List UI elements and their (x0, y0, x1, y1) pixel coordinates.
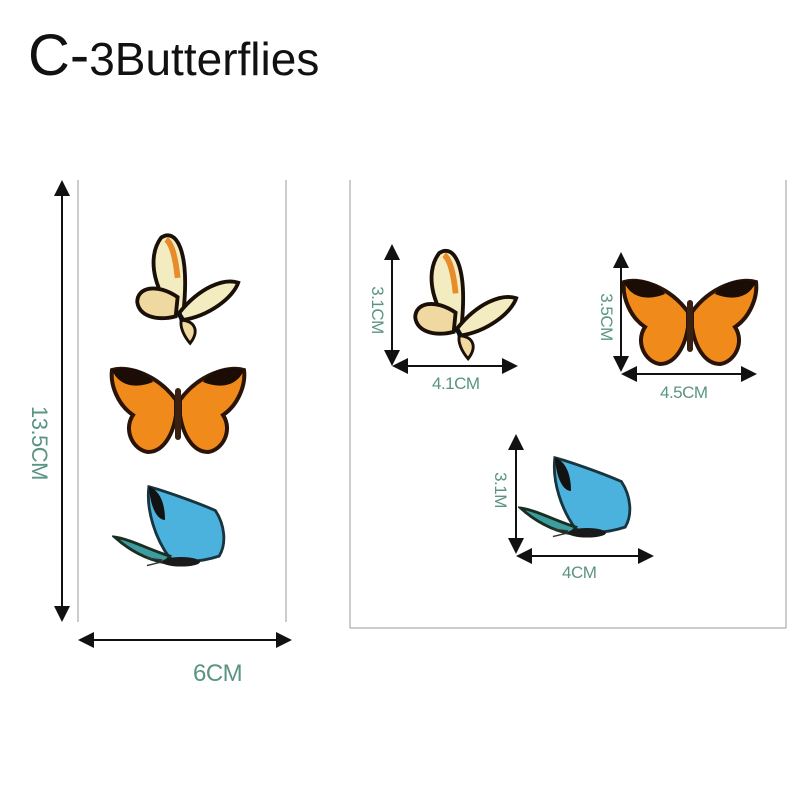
sheet-height-label: 13.5CM (27, 405, 53, 481)
b1-height-label: 3.1CM (367, 286, 387, 334)
b3-height-label: 3.1M (490, 472, 510, 508)
sheet-width-label: 6CM (193, 660, 243, 687)
b2-height-label: 3.5CM (596, 293, 616, 341)
title-prefix: C- (28, 23, 90, 88)
orange-butterfly (109, 366, 247, 454)
sheet-panel (77, 180, 287, 622)
b3-width-label: 4CM (562, 563, 597, 582)
title: C-3Butterflies (28, 22, 319, 89)
b2-width-label: 4.5CM (660, 383, 708, 402)
pale-monarch-butterfly (137, 235, 238, 343)
pale-monarch-butterfly (415, 251, 516, 359)
orange-butterfly (621, 278, 759, 366)
b1-width-label: 4.1CM (432, 374, 480, 393)
blue-butterfly (113, 485, 226, 568)
blue-butterfly (519, 456, 632, 539)
layout-panel (349, 180, 787, 629)
title-text: 3Butterflies (89, 33, 320, 85)
